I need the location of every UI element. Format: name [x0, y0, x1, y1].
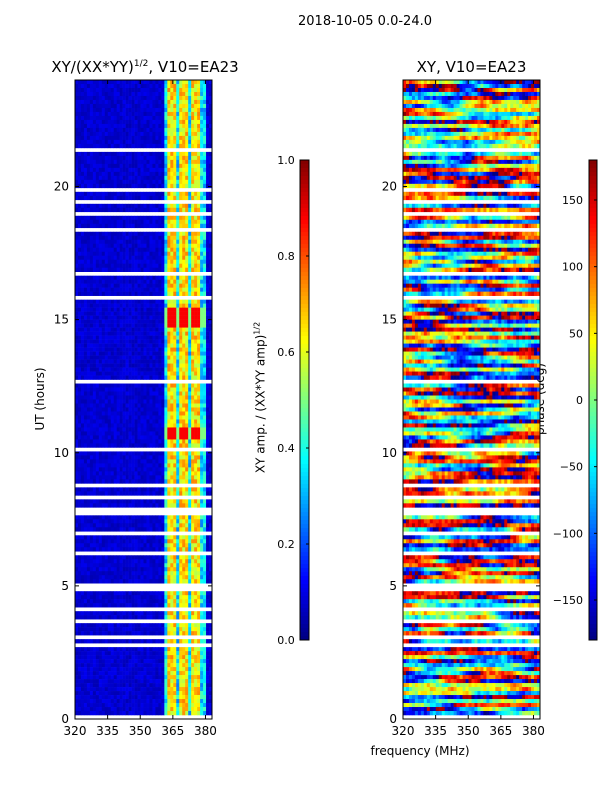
- amplitude-title-suffix: , V10=EA23: [148, 58, 239, 76]
- amplitude-title-sup: 1/2: [133, 59, 149, 69]
- x-axis-label: frequency (MHz): [370, 744, 470, 758]
- amplitude-xtick-label: 335: [96, 724, 119, 738]
- amplitude-ytick-label: 5: [61, 579, 69, 593]
- amplitude-colorbar: [300, 160, 309, 641]
- amplitude-ytick-label: 15: [54, 313, 69, 327]
- amplitude-colorbar-frame: [299, 159, 310, 641]
- phase-xtick-label: 350: [457, 724, 480, 738]
- phase-ytick-label: 10: [382, 446, 397, 460]
- amplitude-ytick-label: 10: [54, 446, 69, 460]
- phase-xtick-label: 380: [522, 724, 545, 738]
- amplitude-xtick-label: 380: [194, 724, 217, 738]
- phase-ytick-label: 15: [382, 313, 397, 327]
- amplitude-ytick-label: 20: [54, 180, 69, 194]
- amplitude-colorbar-tick-label: 0.4: [277, 442, 295, 455]
- amplitude-colorbar-tick-label: 1.0: [277, 154, 295, 167]
- phase-heatmap: [403, 80, 541, 716]
- amplitude-xtick-label: 350: [129, 724, 152, 738]
- phase-title-text: XY, V10=EA23: [416, 58, 527, 76]
- phase-xtick-label: 320: [392, 724, 415, 738]
- phase-colorbar-tick-label: 100: [562, 261, 583, 274]
- amplitude-axes-frame: [74, 79, 213, 720]
- figure-title: 2018-10-05 0.0-24.0: [298, 14, 432, 29]
- amplitude-heatmap: [75, 80, 213, 716]
- amplitude-title-text: XY/(XX*YY): [51, 58, 134, 76]
- phase-ytick-label: 0: [389, 712, 397, 726]
- amplitude-colorbar-tick-label: 0.2: [277, 538, 295, 551]
- phase-panel-title: XY, V10=EA23: [403, 58, 540, 76]
- amplitude-colorbar-tick-label: 0.0: [277, 634, 295, 647]
- amplitude-panel-title: XY/(XX*YY)1/2, V10=EA23: [40, 58, 250, 76]
- phase-colorbar-tick-label: 0: [576, 394, 583, 407]
- phase-xtick-label: 335: [424, 724, 447, 738]
- amplitude-ytick-label: 0: [61, 712, 69, 726]
- phase-colorbar-tick-label: −150: [553, 594, 583, 607]
- amplitude-xtick-label: 365: [161, 724, 184, 738]
- phase-colorbar: [589, 160, 597, 641]
- phase-xtick-label: 365: [489, 724, 512, 738]
- phase-colorbar-tick-label: −50: [560, 461, 583, 474]
- amplitude-xtick-label: 320: [64, 724, 87, 738]
- phase-ytick-label: 5: [389, 579, 397, 593]
- amplitude-colorbar-tick-label: 0.6: [277, 346, 295, 359]
- phase-colorbar-tick-label: 150: [562, 194, 583, 207]
- phase-colorbar-tick-label: 50: [569, 327, 583, 340]
- phase-colorbar-tick-label: −100: [553, 527, 583, 540]
- phase-ytick-label: 20: [382, 180, 397, 194]
- amplitude-colorbar-tick-label: 0.8: [277, 250, 295, 263]
- phase-axes-frame: [402, 79, 541, 720]
